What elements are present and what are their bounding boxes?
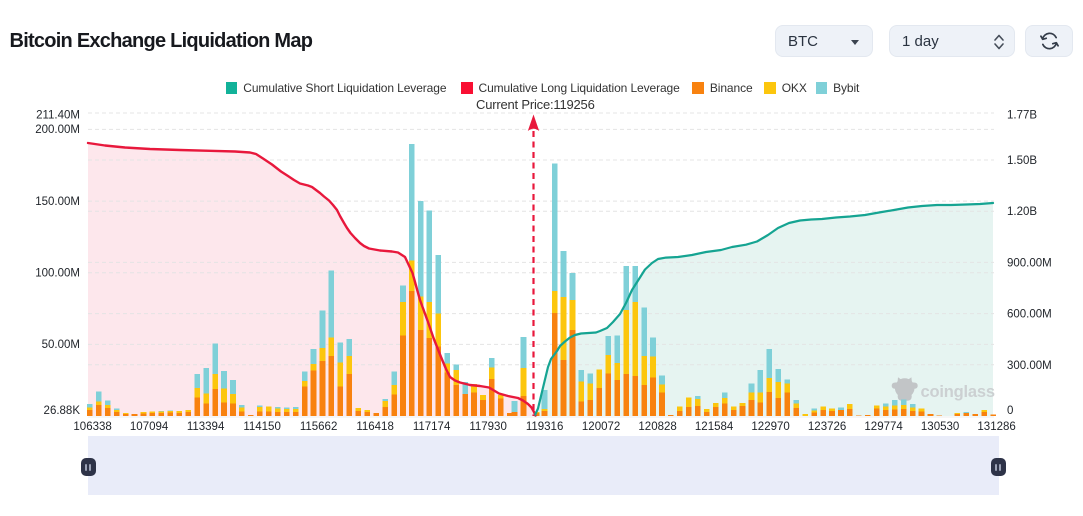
svg-text:200.00M: 200.00M	[35, 124, 80, 136]
svg-text:113394: 113394	[187, 421, 225, 433]
svg-text:129774: 129774	[864, 421, 903, 433]
svg-text:117174: 117174	[413, 421, 451, 433]
svg-text:130530: 130530	[921, 421, 959, 433]
svg-text:123726: 123726	[808, 421, 846, 433]
svg-text:coinglass: coinglass	[921, 383, 995, 401]
svg-text:1.20B: 1.20B	[1007, 206, 1037, 218]
svg-text:900.00M: 900.00M	[1007, 258, 1052, 270]
svg-text:121584: 121584	[695, 421, 734, 433]
svg-text:150.00M: 150.00M	[35, 196, 80, 208]
svg-text:1.50B: 1.50B	[1007, 155, 1037, 167]
svg-text:131286: 131286	[977, 421, 1015, 433]
svg-text:117930: 117930	[469, 421, 507, 433]
svg-text:50.00M: 50.00M	[42, 339, 80, 351]
svg-text:116418: 116418	[356, 421, 394, 433]
svg-text:107094: 107094	[130, 421, 169, 433]
svg-text:114150: 114150	[243, 421, 281, 433]
svg-text:100.00M: 100.00M	[35, 268, 80, 280]
svg-text:119316: 119316	[526, 421, 564, 433]
svg-text:122970: 122970	[751, 421, 789, 433]
svg-text:300.00M: 300.00M	[1007, 360, 1052, 372]
svg-text:600.00M: 600.00M	[1007, 309, 1052, 321]
svg-text:106338: 106338	[73, 421, 111, 433]
svg-text:211.40M: 211.40M	[36, 110, 80, 122]
svg-text:115662: 115662	[300, 421, 338, 433]
svg-text:26.88K: 26.88K	[44, 405, 81, 417]
svg-text:1.77B: 1.77B	[1007, 110, 1037, 122]
svg-text:0: 0	[1007, 405, 1013, 417]
svg-text:120828: 120828	[638, 421, 676, 433]
svg-text:120072: 120072	[582, 421, 620, 433]
